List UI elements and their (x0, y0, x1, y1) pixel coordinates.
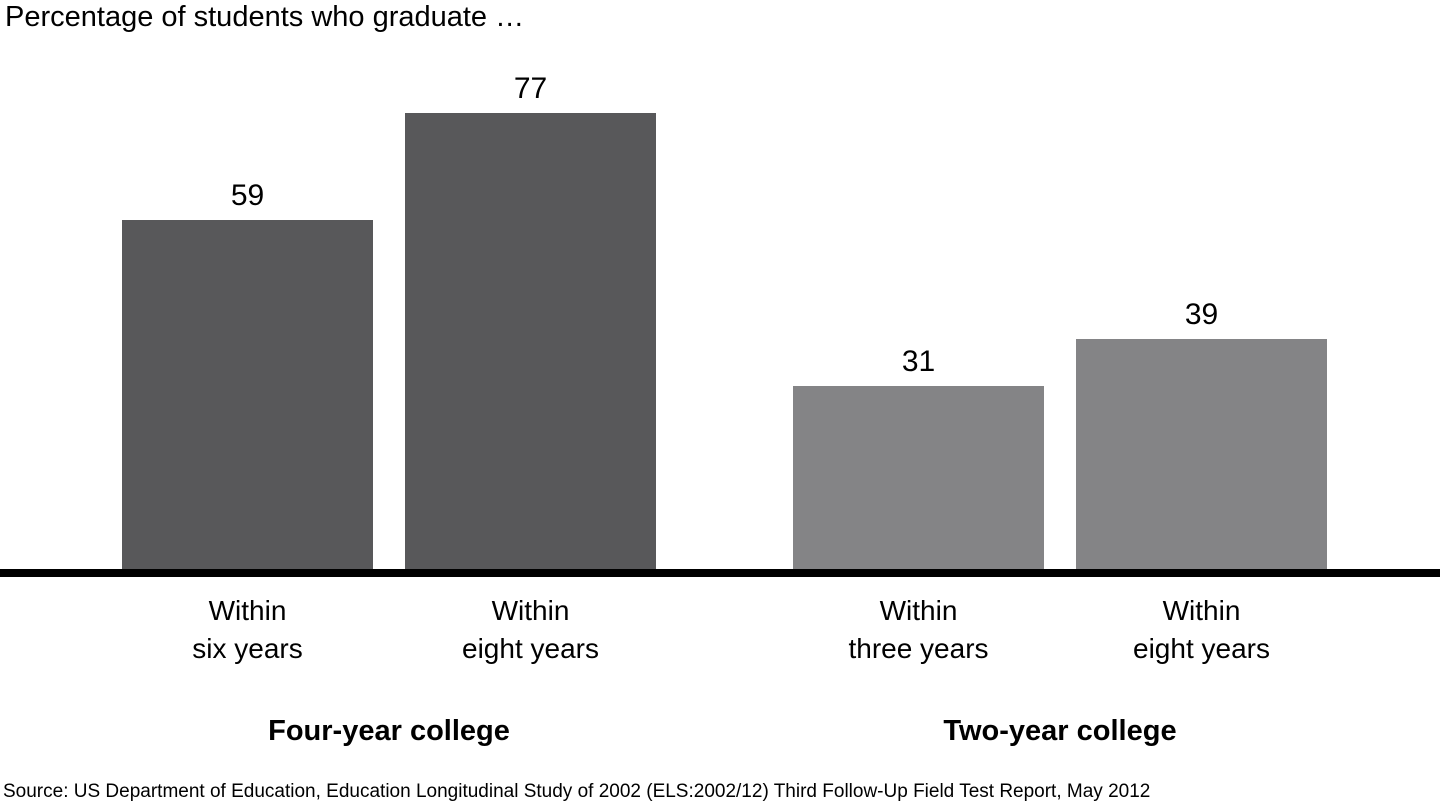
bar (405, 113, 656, 570)
source-note: Source: US Department of Education, Educ… (3, 781, 1151, 802)
bar-value-label: 77 (513, 71, 548, 105)
bar (1076, 339, 1327, 570)
bar (793, 386, 1044, 570)
bar-value-label: 39 (1184, 297, 1219, 331)
group-label: Two-year college (943, 715, 1177, 747)
x-axis-line (0, 569, 1440, 577)
chart-title: Percentage of students who graduate … (5, 1, 525, 33)
bar-category-label: Within eight years (1133, 595, 1270, 664)
bar-category-label: Within eight years (462, 595, 599, 664)
bar-category-label: Within six years (192, 595, 303, 664)
bar-category-label: Within three years (848, 595, 989, 664)
group-label: Four-year college (268, 715, 510, 747)
bar-value-label: 59 (230, 178, 265, 212)
bar (122, 220, 373, 570)
bar-value-label: 31 (901, 344, 936, 378)
